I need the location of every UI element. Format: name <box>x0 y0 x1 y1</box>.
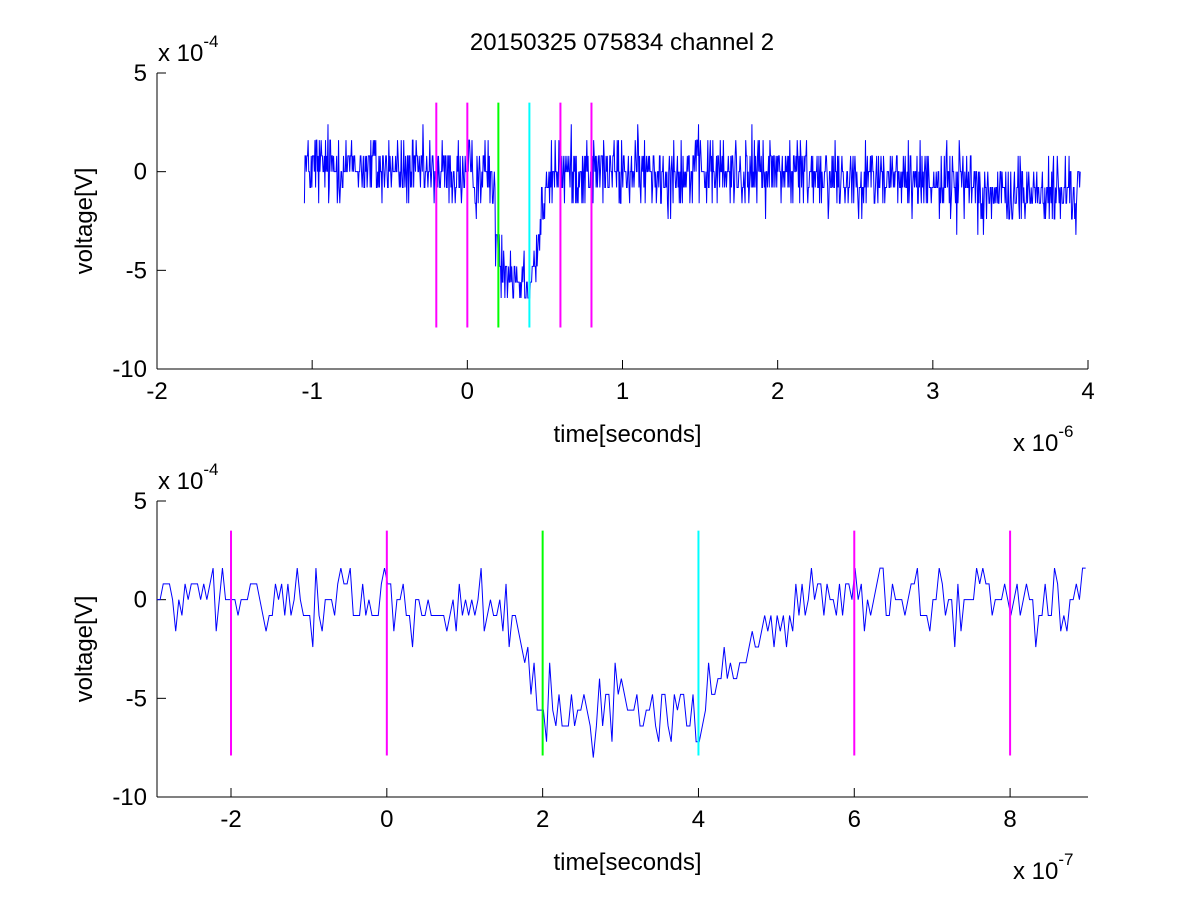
y-tick-label: -5 <box>126 257 147 284</box>
x-tick-label: -1 <box>301 378 322 405</box>
x-tick-label: 0 <box>380 806 393 833</box>
x-tick-label: 4 <box>1081 378 1094 405</box>
y-tick-label: 0 <box>134 159 147 186</box>
y-tick-label: -10 <box>112 784 147 811</box>
top-plot-panel: -2 -1 0 1 2 3 4-10-505time[seconds]voltage[V]x… <box>71 32 1095 457</box>
y-tick-label: 0 <box>134 587 147 614</box>
y-axis-multiplier-exponent: -4 <box>203 460 218 479</box>
y-axis-label: voltage[V] <box>71 596 98 703</box>
y-tick-label: -5 <box>126 685 147 712</box>
series-line <box>157 567 1086 758</box>
x-tick-label: -2 <box>146 378 167 405</box>
x-tick-label: 6 <box>848 806 861 833</box>
x-tick-label: -2 <box>220 806 241 833</box>
x-axis-multiplier-exponent: -6 <box>1058 422 1073 441</box>
y-tick-label: -10 <box>112 356 147 383</box>
data-area <box>303 102 1081 328</box>
figure-title: 20150325 075834 channel 2 <box>470 29 774 56</box>
x-axis-label: time[seconds] <box>553 849 701 876</box>
y-tick-label: 5 <box>134 488 147 515</box>
x-tick-label: 8 <box>1003 806 1016 833</box>
data-area <box>157 530 1086 758</box>
x-tick-label: 1 <box>616 378 629 405</box>
x-axis-multiplier-exponent: -7 <box>1058 850 1073 869</box>
series-line <box>303 124 1081 299</box>
x-tick-label: 0 <box>461 378 474 405</box>
y-axis-label: voltage[V] <box>71 168 98 275</box>
x-tick-label: 2 <box>536 806 549 833</box>
x-axis-label: time[seconds] <box>553 421 701 448</box>
x-tick-label: 2 <box>771 378 784 405</box>
y-axis-multiplier-exponent: -4 <box>203 32 218 51</box>
y-tick-label: 5 <box>134 60 147 87</box>
x-tick-label: 3 <box>926 378 939 405</box>
x-tick-label: 4 <box>692 806 705 833</box>
